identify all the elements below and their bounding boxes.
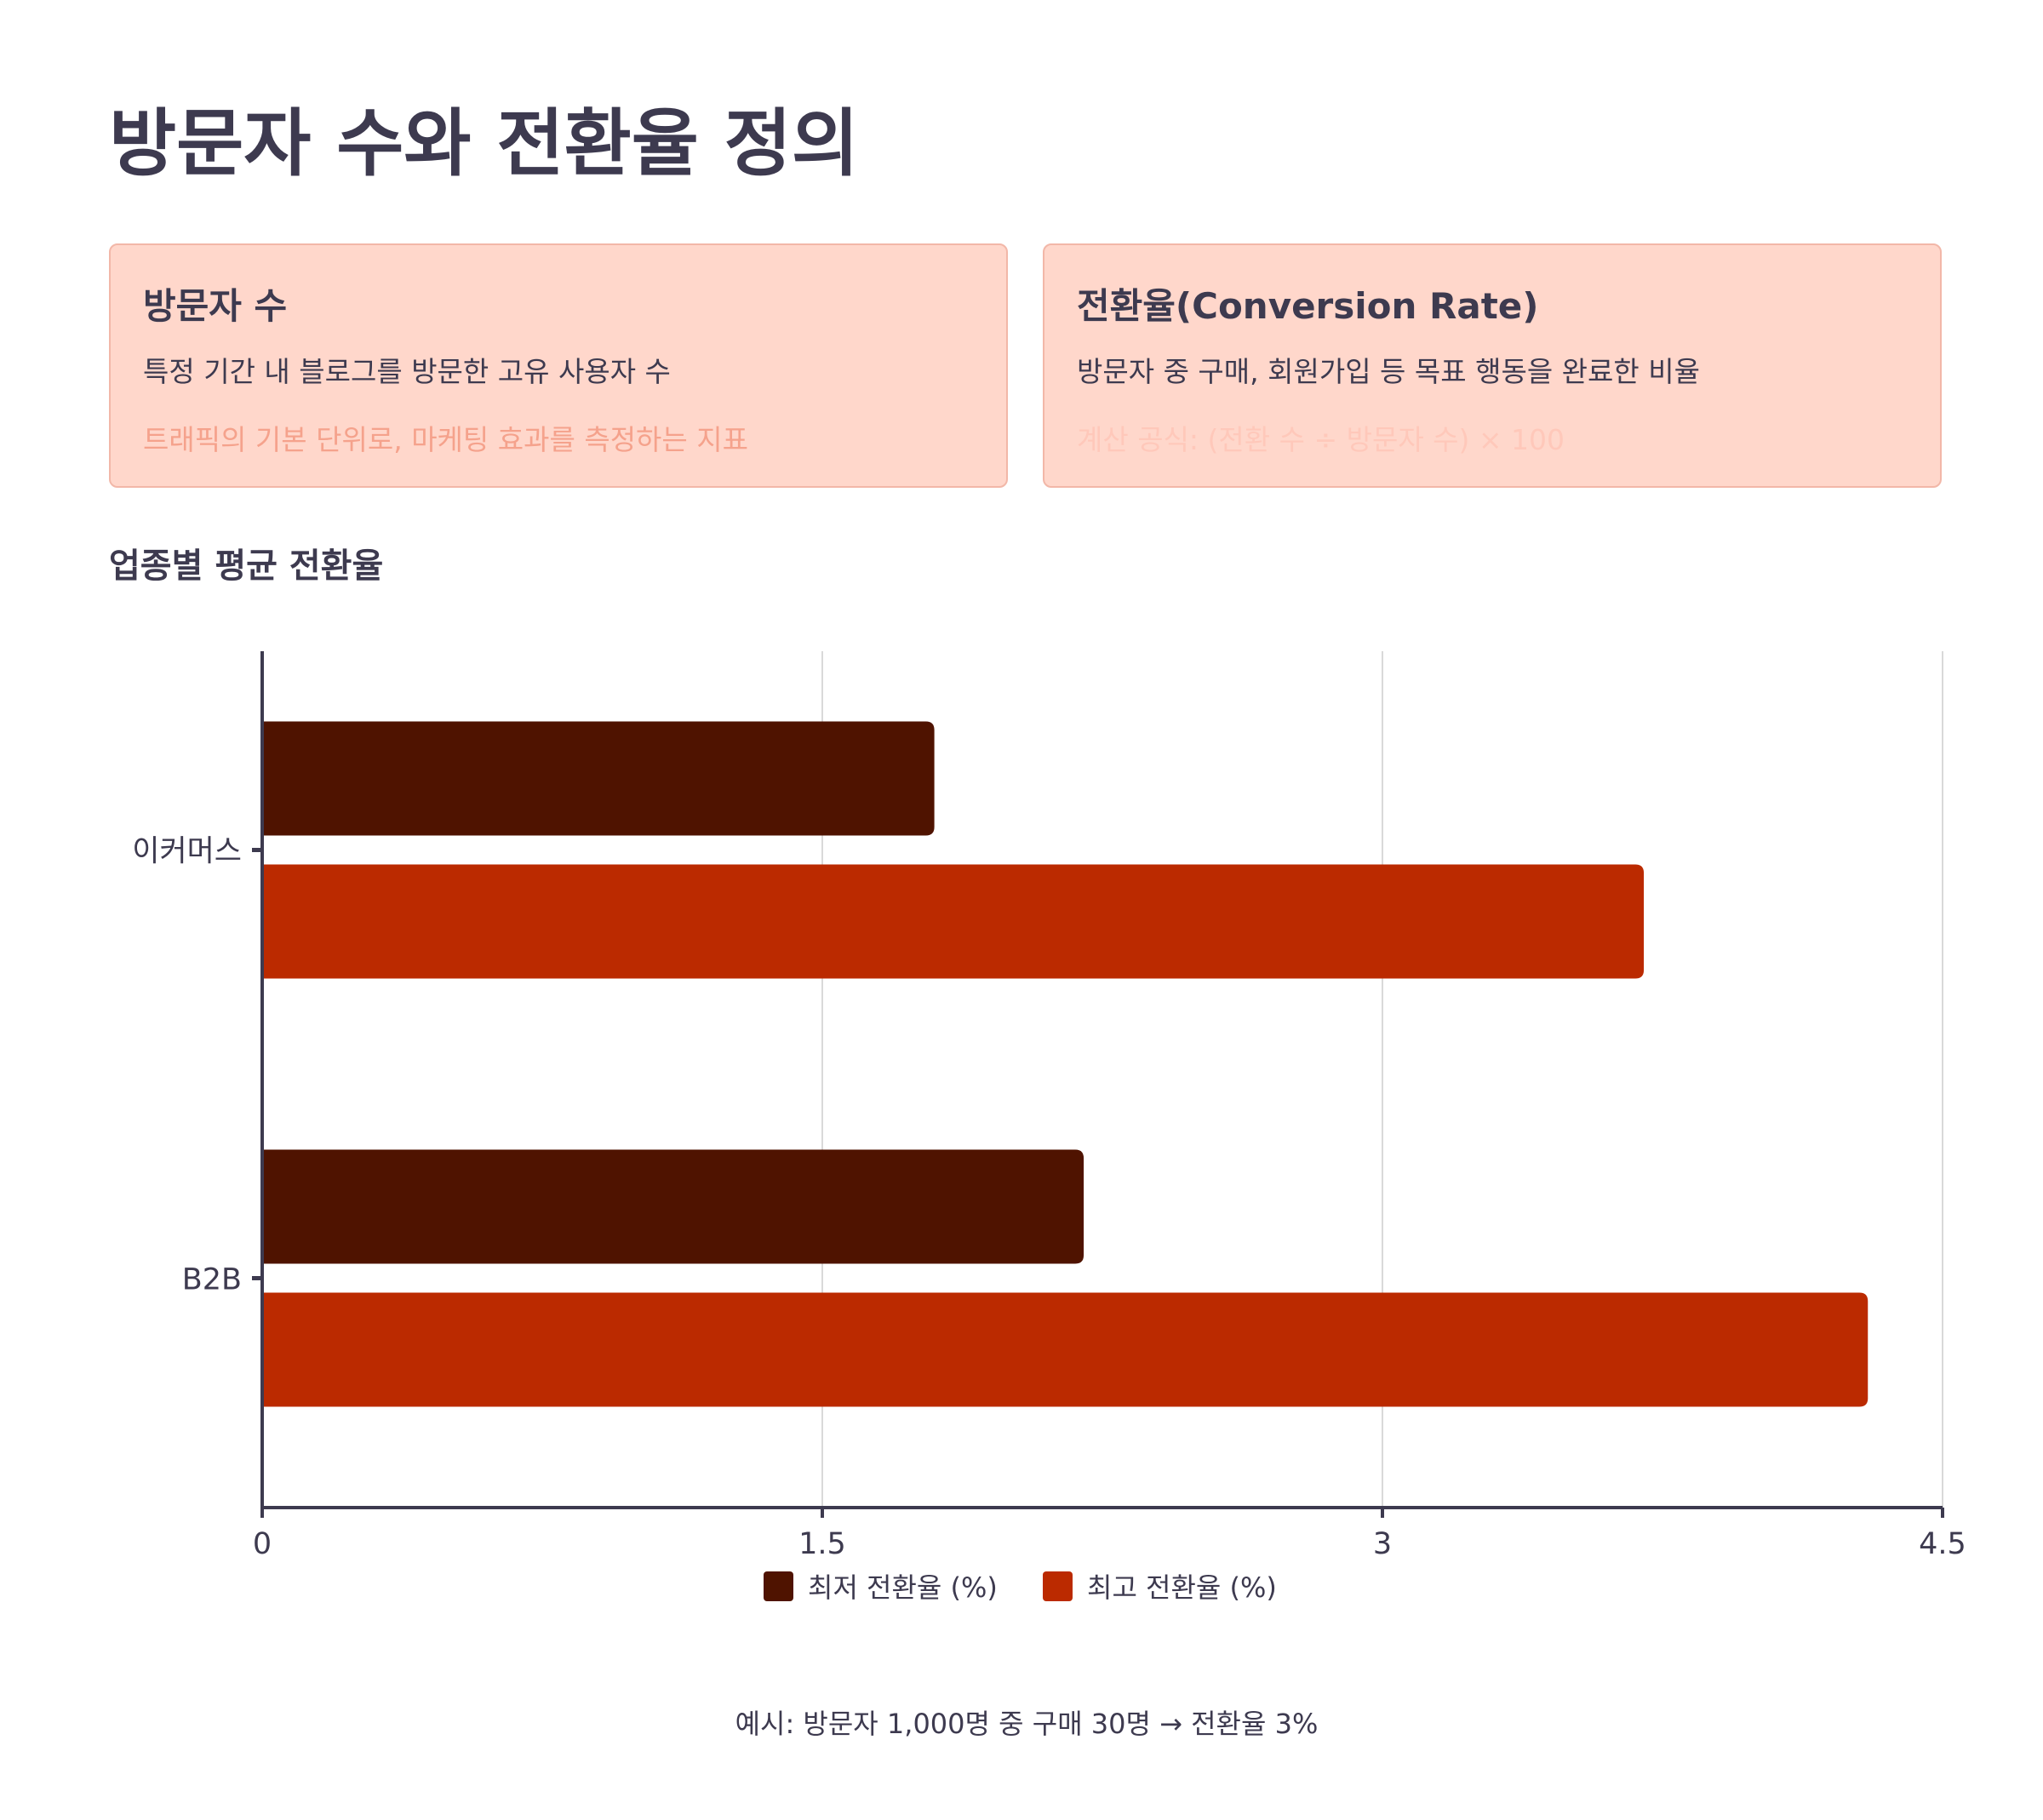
legend-label: 최고 전환율 (%) — [1087, 1571, 1277, 1604]
y-tick-label: B2B — [182, 1263, 242, 1297]
x-tick-label: 0 — [253, 1527, 272, 1561]
y-tick-label: 이커머스 — [132, 835, 242, 869]
bar-min — [262, 721, 935, 836]
card-highlight: 트래픽의 기본 단위로, 마케팅 효과를 측정하는 지표 — [143, 423, 748, 456]
card-heading: 전환율(Conversion Rate) — [1077, 285, 1539, 327]
card-highlight: 계산 공식: (전환 수 ÷ 방문자 수) × 100 — [1077, 423, 1565, 456]
x-tick-label: 1.5 — [798, 1527, 846, 1561]
page-title: 방문자 수와 전환율 정의 — [109, 101, 860, 186]
legend-swatch — [1043, 1571, 1073, 1601]
conversion-definition-card: 전환율(Conversion Rate) 방문자 중 구매, 회원가입 등 목표… — [1043, 243, 1942, 488]
card-heading: 방문자 수 — [143, 285, 288, 327]
x-tick-label: 3 — [1373, 1527, 1392, 1561]
legend-swatch — [764, 1571, 793, 1601]
legend-label: 최저 전환율 (%) — [808, 1571, 998, 1604]
x-tick-label: 4.5 — [1919, 1527, 1966, 1561]
example-footer: 예시: 방문자 1,000명 중 구매 30명 → 전환율 3% — [735, 1708, 1319, 1740]
card-description: 특정 기간 내 블로그를 방문한 고유 사용자 수 — [143, 355, 671, 388]
visitor-definition-card: 방문자 수 특정 기간 내 블로그를 방문한 고유 사용자 수 트래픽의 기본 … — [109, 243, 1008, 488]
bar-max — [262, 1292, 1868, 1407]
bar-min — [262, 1149, 1084, 1264]
card-description: 방문자 중 구매, 회원가입 등 목표 행동을 완료한 비율 — [1077, 355, 1700, 388]
bar-max — [262, 864, 1645, 979]
chart-section-title: 업종별 평균 전환율 — [109, 547, 384, 586]
